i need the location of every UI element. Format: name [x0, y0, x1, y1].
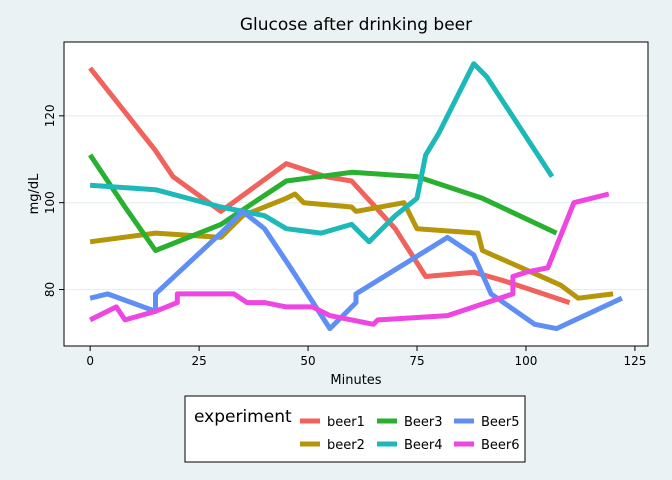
legend-label-beer3: Beer3 [404, 415, 443, 430]
series-lines [88, 61, 623, 332]
legend-label-beer2: beer2 [327, 438, 365, 453]
x-tick-label: 25 [191, 354, 206, 368]
x-tick-label: 50 [300, 354, 315, 368]
legend-box [184, 395, 526, 463]
x-tick-label: 0 [86, 354, 94, 368]
legend: experiment beer1 beer2 Beer3 Beer4 Beer5 Beer… [184, 395, 526, 463]
x-axis-label: Minutes [330, 373, 381, 388]
series-line-beer5 [89, 208, 623, 332]
chart-title: Glucose after drinking beer [240, 15, 472, 35]
x-axis: 0 25 50 75 100 125 [86, 346, 646, 368]
series-line-beer3 [88, 153, 558, 253]
legend-label-beer6: Beer6 [481, 438, 520, 453]
series-line-beer4 [89, 61, 555, 245]
x-tick-label: 125 [623, 354, 646, 368]
series-line-beer6 [88, 191, 610, 327]
y-axis-label: mg/dL [27, 173, 42, 215]
y-tick-label: 80 [43, 282, 57, 297]
legend-label-beer1: beer1 [327, 415, 365, 430]
legend-title: experiment [194, 407, 292, 427]
series-line-beer2 [89, 191, 614, 301]
y-tick-label: 120 [43, 104, 57, 127]
y-tick-label: 100 [43, 191, 57, 214]
legend-label-beer5: Beer5 [481, 415, 520, 430]
legend-label-beer4: Beer4 [404, 438, 443, 453]
legend-items: beer1 beer2 Beer3 Beer4 Beer5 Beer6 [300, 415, 520, 453]
series-line-beer1 [88, 66, 571, 305]
plot-frame [63, 41, 649, 347]
x-tick-label: 75 [409, 354, 424, 368]
x-tick-label: 100 [515, 354, 538, 368]
y-axis: 80 100 120 [43, 104, 64, 297]
